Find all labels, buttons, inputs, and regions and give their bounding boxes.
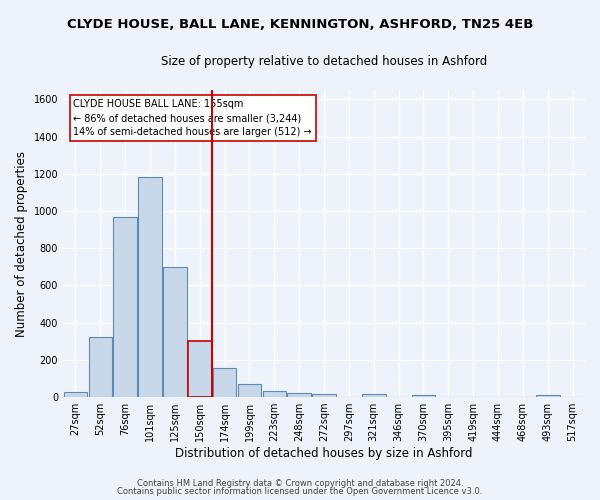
Bar xyxy=(287,394,311,397)
Title: Size of property relative to detached houses in Ashford: Size of property relative to detached ho… xyxy=(161,55,487,68)
Bar xyxy=(138,176,162,397)
Bar xyxy=(89,336,112,397)
Bar xyxy=(362,394,386,397)
Bar xyxy=(188,341,212,397)
Text: CLYDE HOUSE, BALL LANE, KENNINGTON, ASHFORD, TN25 4EB: CLYDE HOUSE, BALL LANE, KENNINGTON, ASHF… xyxy=(67,18,533,30)
Bar xyxy=(163,267,187,397)
Text: CLYDE HOUSE BALL LANE: 155sqm
← 86% of detached houses are smaller (3,244)
14% o: CLYDE HOUSE BALL LANE: 155sqm ← 86% of d… xyxy=(73,99,312,137)
Bar xyxy=(312,394,336,397)
Bar xyxy=(213,368,236,397)
Text: Contains HM Land Registry data © Crown copyright and database right 2024.: Contains HM Land Registry data © Crown c… xyxy=(137,478,463,488)
Bar xyxy=(536,395,560,397)
Bar xyxy=(263,392,286,397)
Bar xyxy=(412,395,435,397)
X-axis label: Distribution of detached houses by size in Ashford: Distribution of detached houses by size … xyxy=(175,447,473,460)
Y-axis label: Number of detached properties: Number of detached properties xyxy=(15,150,28,336)
Bar xyxy=(238,384,261,397)
Bar xyxy=(113,216,137,397)
Text: Contains public sector information licensed under the Open Government Licence v3: Contains public sector information licen… xyxy=(118,487,482,496)
Bar xyxy=(64,392,87,397)
